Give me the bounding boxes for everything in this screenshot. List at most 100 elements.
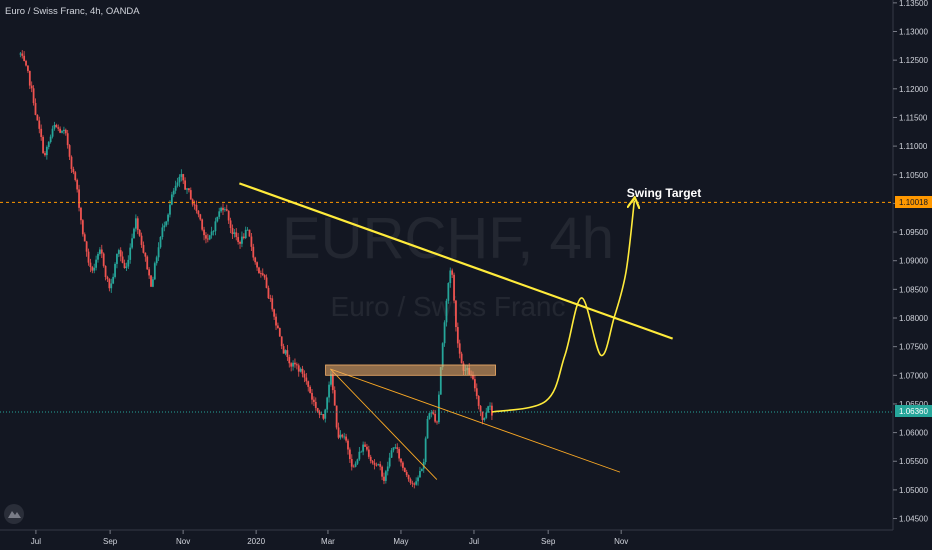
- candle-body: [34, 103, 37, 115]
- price-axis[interactable]: 1.13500 1.13000 1.12500 1.12000 1.11500 1.110…: [892, 0, 932, 550]
- candle-body: [244, 229, 247, 239]
- tradingview-logo[interactable]: [4, 504, 24, 524]
- candle-body: [413, 483, 416, 485]
- symbol-title: Euro / Swiss Franc, 4h, OANDA: [5, 6, 140, 17]
- price-tick-label: 1.13500: [899, 0, 928, 8]
- candle-body: [347, 440, 349, 450]
- price-tick-label: 1.06000: [899, 429, 928, 438]
- candle-body: [123, 262, 126, 268]
- candle-body: [428, 413, 431, 420]
- candle-body: [32, 88, 35, 104]
- candle-body: [364, 444, 366, 447]
- candle-body: [366, 446, 368, 450]
- candle-body: [269, 298, 272, 299]
- candle-body: [138, 229, 141, 236]
- candle-body: [303, 373, 306, 378]
- candle-body: [108, 279, 111, 289]
- candle-body: [343, 436, 346, 438]
- candle-body: [21, 53, 24, 56]
- candle-body: [460, 353, 463, 364]
- candle-body: [102, 253, 105, 266]
- candle-body: [437, 394, 440, 423]
- candle-body: [178, 176, 181, 183]
- candle-body: [95, 259, 98, 268]
- candle-body: [384, 471, 387, 481]
- candle-body: [74, 172, 77, 181]
- price-tick-label: 1.04500: [899, 515, 928, 524]
- candle-body: [491, 405, 493, 416]
- candle-body: [59, 128, 62, 133]
- candle-body: [263, 275, 266, 278]
- candle-body: [337, 427, 340, 438]
- candle-body: [277, 325, 279, 329]
- price-tick-label: 1.07500: [899, 343, 928, 352]
- candle-body: [188, 188, 190, 191]
- candle-body: [114, 263, 116, 277]
- candle-body: [472, 375, 474, 380]
- candle-body: [489, 405, 491, 407]
- price-tick-label: 1.09000: [899, 257, 928, 266]
- candle-body: [225, 209, 228, 211]
- candle-body: [44, 153, 46, 156]
- candle-body: [326, 397, 329, 410]
- candle-body: [400, 458, 402, 463]
- candle-body: [231, 228, 234, 234]
- candle-body: [182, 174, 185, 181]
- price-badges: 1.10018 1.06360: [895, 196, 932, 417]
- candle-body: [172, 190, 175, 195]
- candle-body: [292, 362, 294, 367]
- candle-body: [261, 273, 264, 276]
- target-price-badge: [895, 196, 932, 208]
- time-tick-label: Sep: [541, 537, 556, 546]
- candle-body: [148, 269, 151, 276]
- candle-body: [282, 346, 285, 354]
- candle-body: [169, 204, 171, 215]
- candle-body: [144, 252, 147, 257]
- candle-body: [222, 207, 224, 211]
- candle-body: [320, 414, 323, 415]
- candle-body: [275, 316, 277, 326]
- candle-body: [430, 412, 433, 414]
- candle-body: [316, 407, 319, 412]
- candle-body: [218, 211, 221, 217]
- candle-body: [388, 457, 391, 467]
- watermark-ticker: EURCHF, 4h: [282, 206, 614, 271]
- candle-body: [203, 229, 205, 236]
- time-tick-label: Jul: [469, 537, 479, 546]
- candle-body: [83, 234, 86, 242]
- candle-body: [212, 231, 215, 232]
- candle-body: [297, 365, 300, 372]
- candle-body: [49, 136, 52, 143]
- candle-body: [405, 472, 408, 476]
- price-tick-label: 1.08500: [899, 285, 928, 294]
- candle-body: [386, 466, 389, 472]
- candle-body: [246, 229, 249, 231]
- candle-body: [392, 447, 395, 451]
- price-tick-label: 1.05500: [899, 457, 928, 466]
- candle-body: [254, 257, 257, 263]
- candle-body: [233, 232, 236, 234]
- candle-body: [360, 451, 363, 453]
- candle-body: [309, 386, 312, 393]
- candle-body: [106, 277, 109, 280]
- current-price-label: 1.06360: [899, 407, 928, 416]
- candle-body: [63, 129, 65, 132]
- candle-body: [411, 482, 414, 484]
- candle-body: [153, 263, 156, 280]
- candle-body: [72, 168, 75, 173]
- candle-body: [345, 436, 347, 441]
- candle-body: [379, 464, 382, 467]
- candle-body: [57, 127, 60, 129]
- candle-body: [477, 395, 480, 406]
- candle-body: [27, 65, 29, 71]
- candle-body: [184, 180, 187, 190]
- candle-body: [116, 253, 118, 264]
- candle-body: [127, 259, 130, 267]
- time-axis[interactable]: Jul Sep Nov 2020 Mar May Jul Sep Nov: [0, 529, 893, 546]
- candle-body: [76, 180, 79, 190]
- candle-body: [252, 246, 255, 258]
- candle-body: [117, 250, 120, 254]
- candle-body: [456, 327, 459, 344]
